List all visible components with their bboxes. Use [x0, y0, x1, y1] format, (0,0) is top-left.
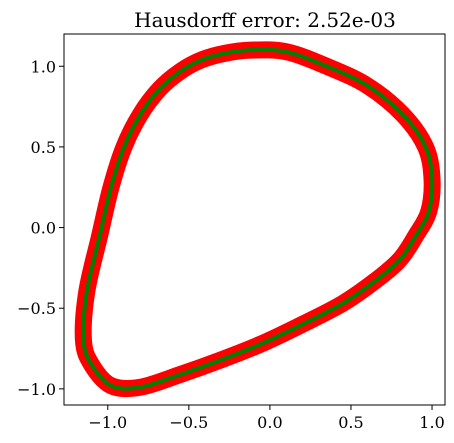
x-tick-label: −0.5 — [169, 413, 208, 432]
x-tick-label: 1.0 — [419, 413, 444, 432]
chart-title: Hausdorff error: 2.52e-03 — [134, 8, 396, 32]
y-tick-label: 1.0 — [31, 57, 56, 76]
series-center-line — [81, 47, 435, 391]
y-tick-label: −0.5 — [17, 299, 56, 318]
y-axis: 1.0 0.5 0.0 −0.5 −1.0 — [17, 57, 64, 399]
x-tick-label: −1.0 — [88, 413, 127, 432]
y-tick-label: 0.5 — [31, 138, 56, 157]
series-thick-band — [74, 41, 441, 398]
x-tick-label: 0.0 — [257, 413, 282, 432]
y-tick-label: 0.0 — [31, 219, 56, 238]
x-axis: −1.0 −0.5 0.0 0.5 1.0 — [88, 405, 445, 432]
axes-frame — [63, 33, 446, 406]
x-tick-label: 0.5 — [338, 413, 363, 432]
y-tick-label: −1.0 — [17, 380, 56, 399]
plot-area — [63, 33, 446, 406]
series-layer — [74, 41, 441, 398]
